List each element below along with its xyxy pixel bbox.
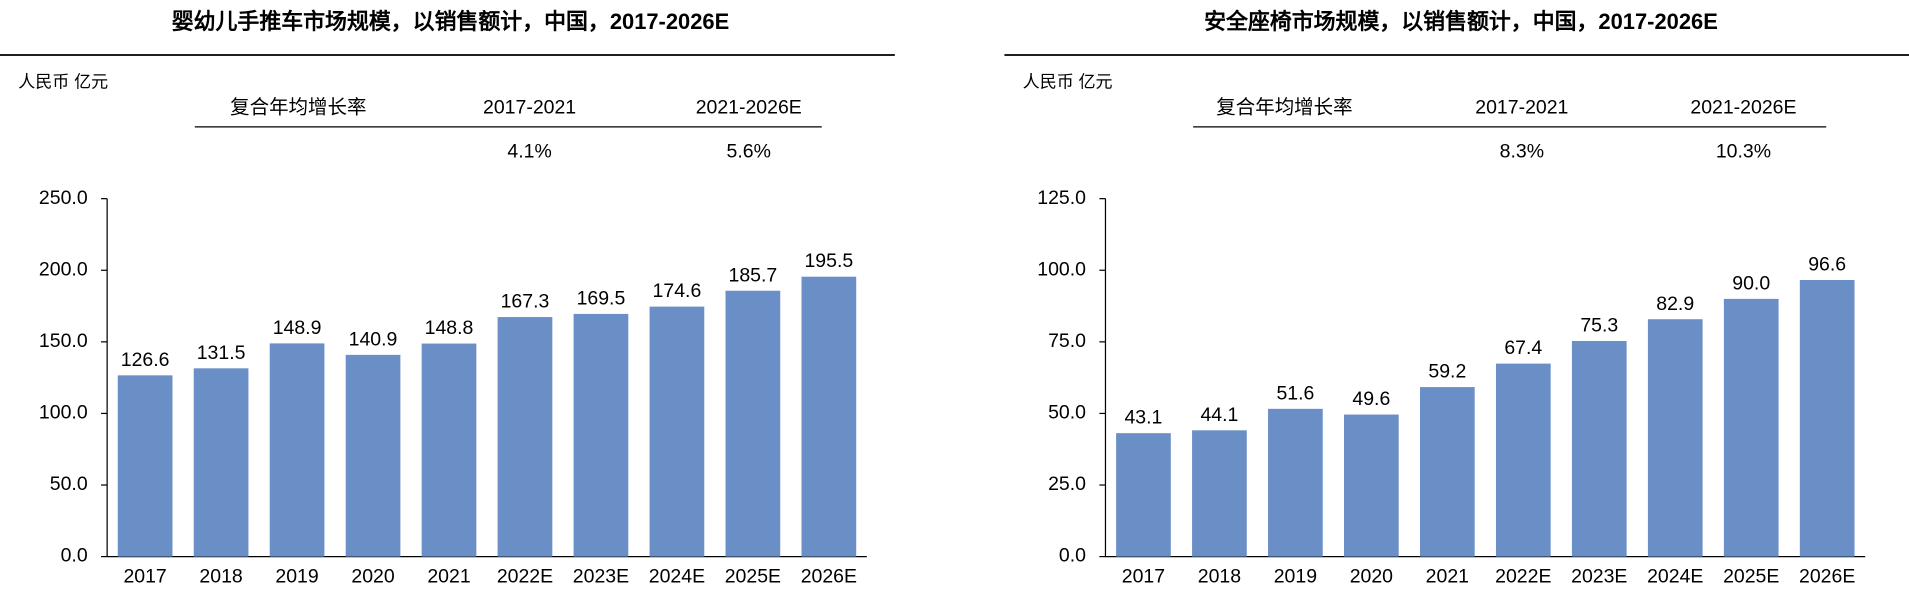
cagr-rate: 4.1% [507,141,551,163]
x-tick-label: 2020 [1350,565,1393,587]
y-tick-label: 0.0 [61,545,88,567]
value-label: 51.6 [1276,382,1314,404]
cagr-period: 2021-2026E [1690,97,1796,119]
cagr-rate: 5.6% [727,141,771,163]
x-tick-label: 2021 [1426,565,1469,587]
y-tick-label: 200.0 [39,258,88,280]
bar [725,290,781,557]
value-label: 43.1 [1124,407,1162,429]
value-label: 167.3 [501,291,550,313]
x-tick-label: 2025E [1723,565,1779,587]
x-tick-label: 2017 [1122,565,1165,587]
value-label: 96.6 [1808,254,1846,276]
chart-title: 婴幼儿手推车市场规模，以销售额计，中国，2017-2026E [172,9,730,34]
x-tick-label: 2020 [351,565,394,587]
value-label: 131.5 [197,342,246,364]
x-tick-label: 2019 [275,565,318,587]
x-tick-label: 2018 [1198,565,1241,587]
y-tick-label: 25.0 [1048,473,1086,495]
value-label: 140.9 [349,328,398,350]
value-label: 148.9 [273,317,322,339]
bar [1799,279,1855,557]
x-tick-label: 2026E [1799,565,1855,587]
value-label: 126.6 [121,349,170,371]
bar [1647,319,1703,557]
value-label: 67.4 [1504,337,1542,359]
bar [193,368,249,557]
value-label: 148.8 [425,317,474,339]
bar [1116,433,1171,557]
y-tick-label: 250.0 [39,187,88,209]
cagr-rate: 8.3% [1500,141,1544,163]
bar [1268,408,1323,557]
y-tick-label: 100.0 [39,402,88,424]
x-tick-label: 2023E [1571,565,1627,587]
bar [117,375,173,557]
x-tick-label: 2018 [199,565,242,587]
bar [345,354,401,557]
y-tick-label: 100.0 [1037,258,1086,280]
y-tick-label: 125.0 [1037,187,1086,209]
value-label: 195.5 [804,250,853,272]
y-tick-label: 50.0 [50,473,88,495]
y-tick-label: 50.0 [1048,402,1086,424]
chart-title: 安全座椅市场规模，以销售额计，中国，2017-2026E [1204,9,1718,34]
value-label: 75.3 [1580,315,1618,337]
value-label: 90.0 [1732,272,1770,294]
value-label: 185.7 [729,264,778,286]
x-tick-label: 2025E [725,565,781,587]
x-tick-label: 2024E [649,565,705,587]
x-tick-label: 2023E [573,565,629,587]
value-label: 44.1 [1200,404,1238,426]
y-tick-label: 150.0 [39,330,88,352]
x-tick-label: 2022E [1495,565,1551,587]
bar [1344,414,1399,557]
cagr-rate: 10.3% [1716,141,1771,163]
x-tick-label: 2017 [123,565,166,587]
bar [1571,340,1627,557]
value-label: 49.6 [1352,388,1390,410]
bar [1419,387,1475,557]
cagr-header: 复合年均增长率 [1216,97,1352,119]
bar [269,343,325,557]
cagr-header: 复合年均增长率 [230,97,366,119]
y-tick-label: 0.0 [1059,545,1086,567]
unit-label: 人民币 亿元 [18,73,108,92]
bar [497,317,553,557]
bar [1495,363,1551,557]
unit-label: 人民币 亿元 [1023,73,1113,92]
x-tick-label: 2026E [801,565,857,587]
x-tick-label: 2022E [497,565,553,587]
cagr-period: 2021-2026E [696,97,802,119]
bar [573,313,629,557]
x-tick-label: 2024E [1647,565,1703,587]
value-label: 59.2 [1428,361,1466,383]
y-tick-label: 75.0 [1048,330,1086,352]
cagr-period: 2017-2021 [483,97,576,119]
value-label: 174.6 [653,280,702,302]
cagr-period: 2017-2021 [1475,97,1568,119]
bar [1723,298,1779,557]
x-tick-label: 2021 [427,565,470,587]
x-tick-label: 2019 [1274,565,1317,587]
bar [421,343,477,557]
bar [649,306,705,557]
bar [1192,430,1247,557]
value-label: 169.5 [577,287,626,309]
value-label: 82.9 [1656,293,1694,315]
bar [801,276,857,557]
